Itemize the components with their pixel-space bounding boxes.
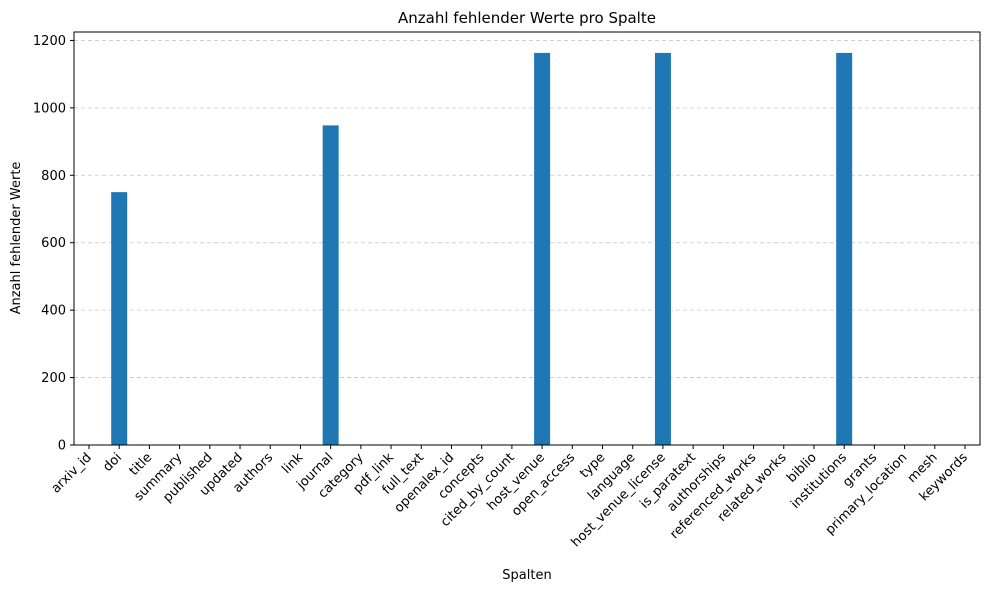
bar-doi bbox=[111, 192, 128, 445]
grid-lines bbox=[74, 40, 980, 378]
bar-host_venue bbox=[534, 52, 551, 445]
y-tick-label: 200 bbox=[41, 371, 66, 386]
y-tick-label: 0 bbox=[58, 439, 66, 454]
y-tick-label: 1000 bbox=[33, 101, 66, 116]
x-axis-label: Spalten bbox=[502, 568, 551, 583]
chart-title: Anzahl fehlender Werte pro Spalte bbox=[398, 9, 656, 27]
y-axis-label: Anzahl fehlender Werte bbox=[9, 162, 24, 315]
plot-frame bbox=[73, 31, 981, 446]
plot-background bbox=[74, 32, 980, 445]
y-axis: 0 200 400 600 800 1000 1200 bbox=[33, 34, 74, 454]
bar-journal bbox=[322, 125, 339, 445]
bar-institutions bbox=[836, 52, 853, 445]
y-tick-label: 400 bbox=[41, 304, 66, 319]
y-tick-label: 600 bbox=[41, 236, 66, 251]
x-tick-label: arxiv_id bbox=[49, 450, 95, 496]
bars bbox=[111, 52, 853, 445]
bar-host_venue_license bbox=[654, 52, 671, 445]
y-tick-label: 800 bbox=[41, 169, 66, 184]
x-tick-label: doi bbox=[100, 450, 125, 475]
x-axis: arxiv_id doi titlesummarypublishedupdateda… bbox=[49, 445, 971, 550]
y-tick-label: 1200 bbox=[33, 34, 66, 49]
